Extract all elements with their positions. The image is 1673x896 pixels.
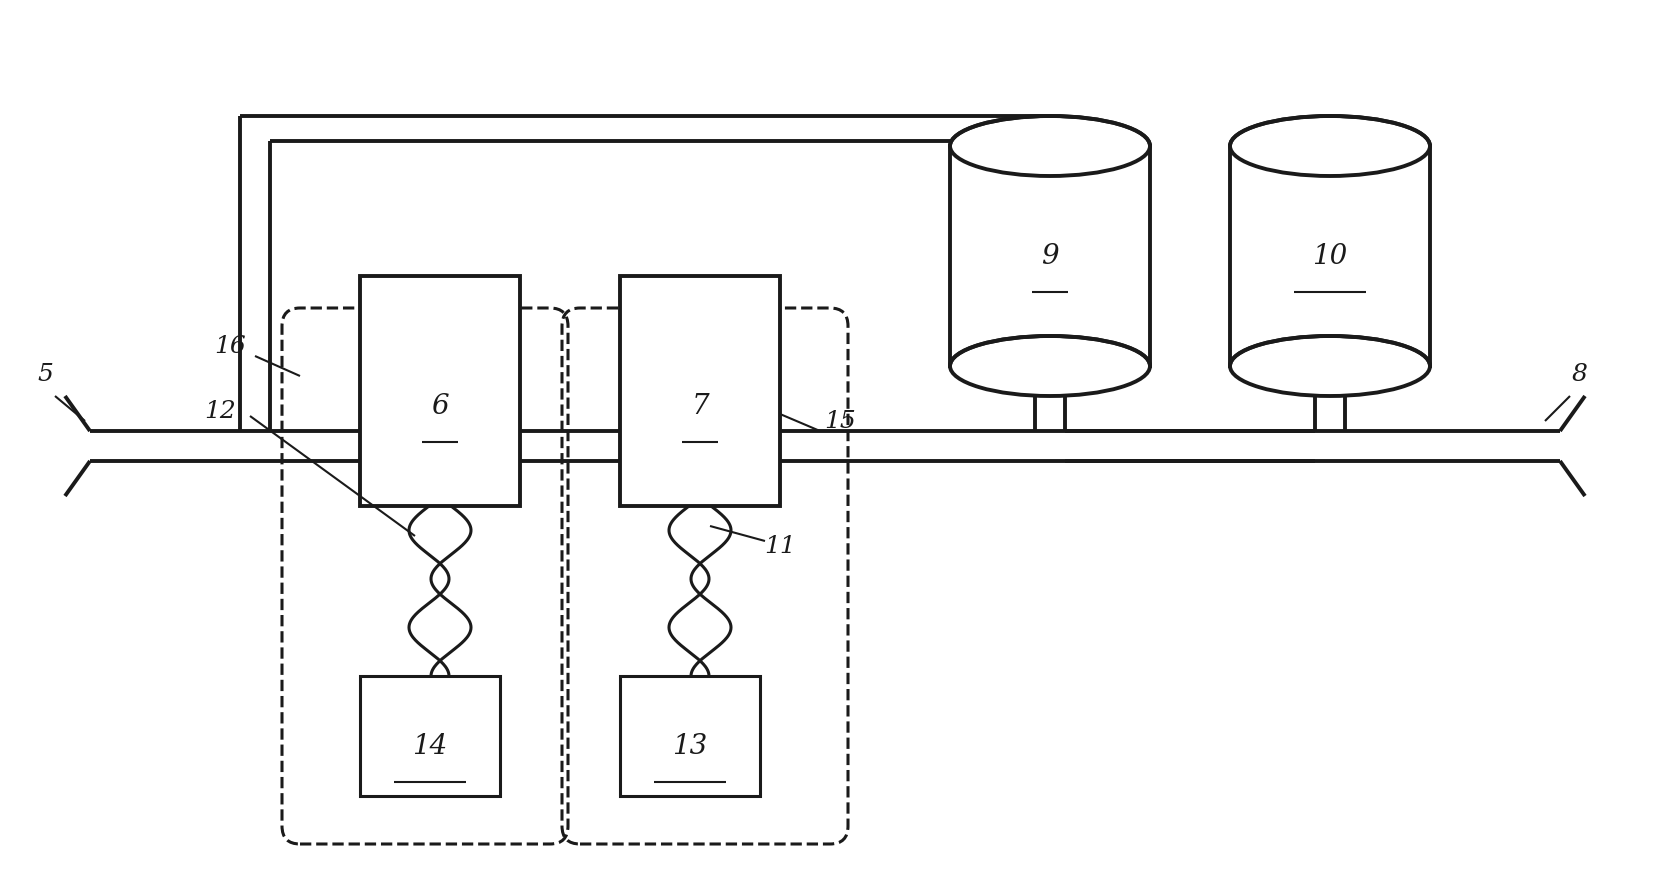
Ellipse shape [1230, 336, 1429, 396]
Ellipse shape [1230, 116, 1429, 176]
Text: 11: 11 [763, 535, 795, 557]
Bar [1230, 146, 1429, 366]
Bar [90, 431, 1559, 461]
Text: 5: 5 [37, 363, 54, 386]
Text: 14: 14 [412, 733, 447, 760]
Text: 7: 7 [691, 392, 708, 419]
Bar [360, 276, 520, 506]
Text: 10: 10 [1312, 243, 1347, 270]
Bar [619, 676, 760, 796]
Bar [950, 146, 1149, 366]
Text: 16: 16 [214, 334, 246, 358]
Bar [619, 276, 780, 506]
Bar [360, 676, 500, 796]
Text: 9: 9 [1041, 243, 1059, 270]
Ellipse shape [950, 116, 1149, 176]
Text: 8: 8 [1571, 363, 1588, 386]
Text: 15: 15 [823, 409, 855, 433]
Text: 6: 6 [432, 392, 448, 419]
Text: 13: 13 [673, 733, 708, 760]
Ellipse shape [950, 336, 1149, 396]
Text: 12: 12 [204, 400, 236, 423]
